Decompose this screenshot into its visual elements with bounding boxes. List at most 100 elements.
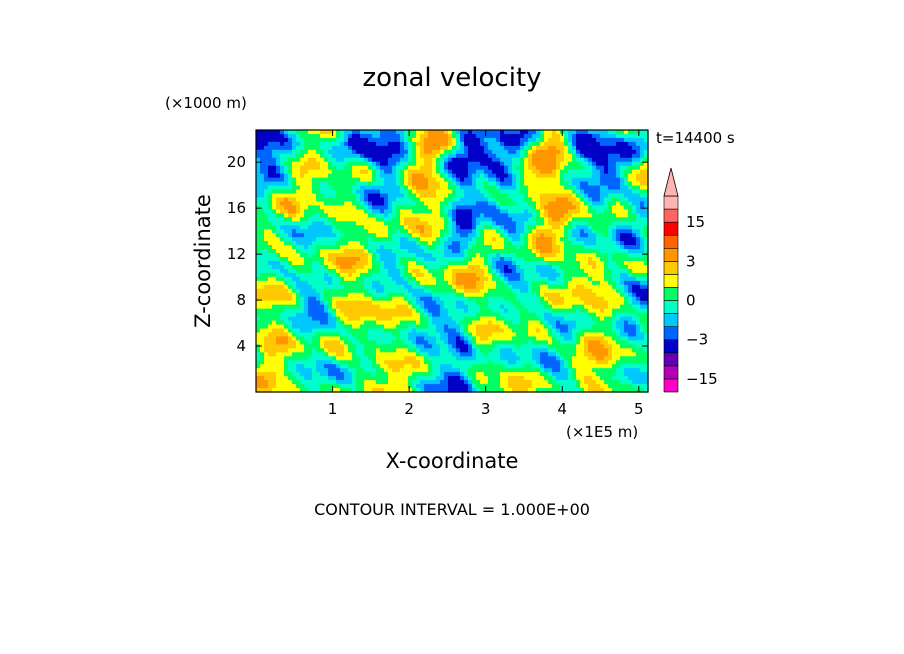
heatmap-cell	[488, 189, 493, 195]
heatmap-cell	[344, 221, 349, 226]
heatmap-cell	[272, 205, 277, 210]
heatmap-cell	[484, 193, 489, 199]
heatmap-cell	[604, 284, 609, 290]
heatmap-cell	[536, 213, 541, 218]
heatmap-cell	[644, 272, 649, 278]
heatmap-cell	[588, 130, 593, 135]
heatmap-cell	[356, 261, 361, 266]
heatmap-cell	[568, 249, 573, 254]
heatmap-cell	[576, 217, 581, 222]
heatmap-cell	[308, 268, 313, 274]
heatmap-cell	[404, 141, 409, 147]
heatmap-cell	[528, 312, 533, 318]
heatmap-cell	[608, 133, 613, 139]
heatmap-cell	[260, 276, 265, 282]
heatmap-cell	[480, 241, 485, 246]
heatmap-cell	[592, 300, 597, 306]
heatmap-cell	[320, 308, 325, 314]
heatmap-cell	[416, 181, 421, 187]
heatmap-cell	[520, 209, 525, 214]
heatmap-cell	[580, 245, 585, 250]
heatmap-cell	[616, 193, 621, 199]
heatmap-cell	[584, 284, 589, 290]
heatmap-cell	[600, 213, 605, 218]
heatmap-cell	[628, 157, 633, 163]
heatmap-cell	[316, 209, 321, 214]
heatmap-cell	[432, 296, 437, 302]
heatmap-cell	[628, 209, 633, 214]
heatmap-cell	[572, 217, 577, 222]
heatmap-cell	[264, 300, 269, 306]
heatmap-cell	[360, 233, 365, 238]
heatmap-cell	[508, 276, 513, 282]
heatmap-cell	[312, 249, 317, 254]
heatmap-cell	[388, 300, 393, 306]
heatmap-cell	[580, 300, 585, 306]
heatmap-cell	[504, 133, 509, 139]
heatmap-cell	[424, 280, 429, 286]
heatmap-cell	[444, 197, 449, 203]
heatmap-cell	[444, 280, 449, 286]
heatmap-cell	[376, 233, 381, 238]
heatmap-cell	[320, 165, 325, 171]
heatmap-cell	[496, 201, 501, 207]
heatmap-cell	[268, 312, 273, 318]
heatmap-cell	[376, 169, 381, 175]
heatmap-cell	[328, 209, 333, 214]
heatmap-cell	[392, 189, 397, 195]
heatmap-cell	[324, 130, 329, 135]
heatmap-cell	[400, 272, 405, 278]
heatmap-cell	[520, 221, 525, 226]
heatmap-cell	[320, 296, 325, 302]
heatmap-cell	[312, 225, 317, 230]
heatmap-cell	[528, 193, 533, 199]
heatmap-cell	[464, 296, 469, 302]
heatmap-cell	[592, 157, 597, 163]
heatmap-cell	[396, 225, 401, 230]
heatmap-cell	[268, 296, 273, 302]
heatmap-cell	[620, 284, 625, 290]
heatmap-cell	[344, 153, 349, 159]
heatmap-cell	[516, 165, 521, 171]
heatmap-cell	[464, 261, 469, 266]
heatmap-cell	[408, 296, 413, 302]
heatmap-cell	[504, 137, 509, 143]
heatmap-cell	[520, 324, 525, 330]
heatmap-cell	[600, 328, 605, 334]
heatmap-cell	[608, 185, 613, 191]
heatmap-cell	[536, 141, 541, 147]
heatmap-cell	[496, 233, 501, 238]
heatmap-cell	[336, 149, 341, 155]
heatmap-cell	[356, 324, 361, 330]
heatmap-cell	[492, 272, 497, 278]
heatmap-cell	[356, 177, 361, 183]
heatmap-cell	[480, 229, 485, 234]
heatmap-cell	[544, 308, 549, 314]
heatmap-cell	[568, 257, 573, 262]
heatmap-cell	[532, 312, 537, 318]
heatmap-cell	[512, 169, 517, 175]
heatmap-cell	[308, 304, 313, 310]
heatmap-cell	[372, 153, 377, 159]
heatmap-cell	[336, 261, 341, 266]
heatmap-cell	[328, 177, 333, 183]
heatmap-cell	[372, 257, 377, 262]
heatmap-cell	[480, 292, 485, 298]
heatmap-cell	[616, 245, 621, 250]
heatmap-cell	[392, 130, 397, 135]
heatmap-cell	[324, 320, 329, 326]
heatmap-cell	[364, 288, 369, 294]
heatmap-cell	[364, 328, 369, 334]
heatmap-cell	[296, 292, 301, 298]
heatmap-cell	[548, 324, 553, 330]
heatmap-cell	[544, 304, 549, 310]
heatmap-cell	[516, 284, 521, 290]
heatmap-cell	[268, 304, 273, 310]
heatmap-cell	[496, 241, 501, 246]
heatmap-cell	[628, 221, 633, 226]
heatmap-cell	[300, 229, 305, 234]
heatmap-cell	[424, 217, 429, 222]
heatmap-cell	[460, 296, 465, 302]
heatmap-cell	[376, 177, 381, 183]
heatmap-cell	[536, 157, 541, 163]
